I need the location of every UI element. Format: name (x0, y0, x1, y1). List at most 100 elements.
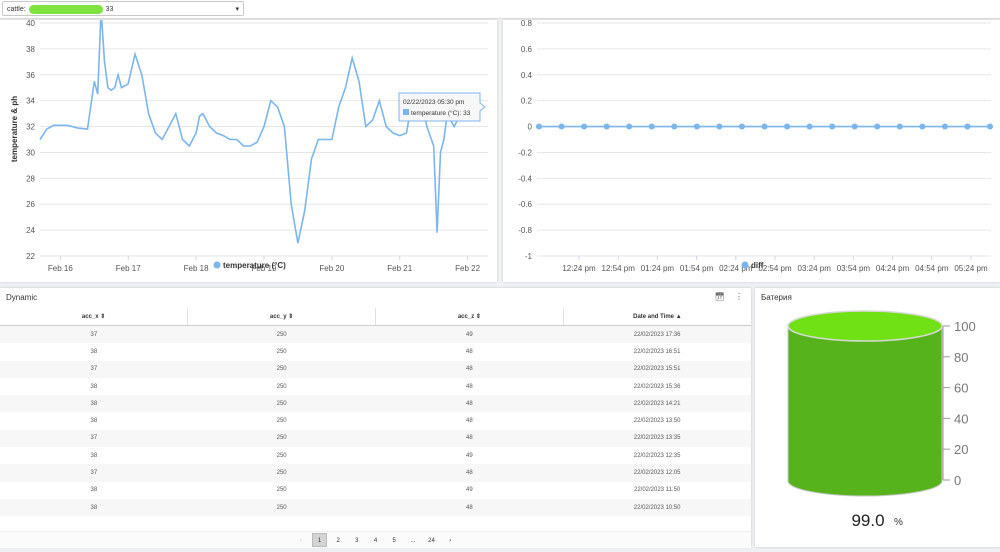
data-point[interactable] (851, 123, 858, 130)
battery-cylinder-gauge: 100 80 60 40 20 0 99.0 % (787, 310, 976, 530)
page-button[interactable]: 24 (428, 538, 435, 544)
y-tick-label: 28 (26, 174, 35, 183)
table-cell: 48 (375, 498, 564, 517)
x-tick-label: 02:24 pm (719, 264, 753, 273)
column-header-acc-x[interactable]: acc_x ⇕ (0, 308, 189, 326)
table-row[interactable]: 38 250 49 22/02/2023 12:35 (0, 447, 751, 465)
column-label: acc_z (457, 314, 475, 320)
next-page-button[interactable]: › (449, 538, 452, 544)
y-tick-label: 36 (26, 71, 35, 80)
data-point[interactable] (603, 123, 610, 130)
data-point[interactable] (693, 123, 700, 130)
data-point[interactable] (919, 123, 926, 130)
y-tick-label: 34 (26, 97, 35, 106)
cattle-select[interactable]: cattle: 33 ▾ (2, 1, 244, 16)
table-cell: 250 (187, 343, 376, 361)
data-point[interactable] (536, 123, 542, 130)
data-point[interactable] (558, 123, 565, 130)
tooltip-date: 02/22/2023 05:30 pm (403, 99, 464, 106)
page-button[interactable]: 3 (355, 538, 359, 544)
table-row[interactable]: 38 250 48 22/02/2023 10:50 (0, 498, 751, 517)
panel-toolbar: 📅︎ ⋮ (707, 292, 743, 301)
more-vert-icon[interactable]: ⋮ (735, 292, 743, 301)
x-tick-label: Feb 19 (252, 264, 277, 273)
table-row[interactable]: 38 250 48 22/02/2023 13:50 (0, 412, 751, 430)
table-cell: 250 (187, 481, 376, 499)
table-cell: 250 (187, 498, 376, 517)
data-point[interactable] (896, 123, 903, 130)
data-point[interactable] (874, 123, 881, 130)
table-cell: 38 (0, 377, 188, 396)
data-point[interactable] (829, 123, 836, 130)
page-button[interactable]: 1 (311, 533, 327, 547)
data-point[interactable] (671, 123, 678, 130)
page-button[interactable]: 2 (336, 538, 340, 544)
table-row[interactable]: 38 250 48 22/02/2023 16:51 (0, 343, 751, 361)
data-point[interactable] (806, 123, 813, 130)
data-point[interactable] (626, 123, 633, 130)
table-cell: 48 (375, 412, 564, 430)
tooltip-series-marker (403, 109, 409, 115)
data-point[interactable] (941, 123, 948, 130)
column-header-acc-z[interactable]: acc_z ⇕ (375, 308, 564, 326)
y-tick-label: 0.8 (521, 20, 533, 28)
legend-label: diff (751, 261, 764, 270)
cylinder-top (787, 310, 943, 342)
table-cell: 22/02/2023 15:36 (563, 377, 751, 396)
gauge-tick-label: 60 (954, 381, 968, 396)
column-header-date-time[interactable]: Date and Time ▲ (563, 308, 751, 326)
sort-icon: ⇕ (100, 314, 106, 320)
x-tick-label: Feb 18 (184, 264, 209, 273)
cattle-select-label: cattle: (7, 6, 26, 13)
chart-legend[interactable]: temperature (°C) (213, 261, 287, 270)
chart-legend[interactable]: diff (741, 261, 764, 270)
table-cell: 250 (187, 464, 376, 482)
data-point[interactable] (581, 123, 588, 130)
legend-label: temperature (°C) (223, 261, 286, 270)
table-row[interactable]: 37 250 48 22/02/2023 15:51 (0, 360, 751, 378)
table-cell: 250 (187, 429, 376, 448)
table-row[interactable]: 38 250 48 22/02/2023 15:36 (0, 377, 751, 396)
x-tick-label: 03:54 pm (837, 264, 871, 273)
table-cell: 49 (375, 481, 564, 499)
data-point[interactable] (716, 123, 723, 130)
y-axis-label: temperature & ph (10, 96, 19, 162)
table-cell: 22/02/2023 12:35 (563, 447, 751, 465)
column-header-acc-y[interactable]: acc_y ⇕ (187, 308, 376, 326)
table-cell: 22/02/2023 10:50 (563, 498, 751, 517)
gauge-unit: % (894, 517, 903, 528)
y-tick-label: -0.4 (518, 174, 532, 183)
x-tick-label: 01:54 pm (680, 264, 714, 273)
column-label: Date and Time (633, 313, 675, 320)
table-row[interactable]: 37 250 49 22/02/2023 17:36 (0, 325, 751, 344)
x-tick-label: 02:54 pm (758, 264, 792, 273)
data-point[interactable] (738, 123, 745, 130)
data-point[interactable] (987, 123, 993, 130)
x-tick-label: 04:24 pm (876, 264, 910, 273)
table-cell: 22/02/2023 15:51 (563, 360, 751, 378)
table-header-row: acc_x ⇕ acc_y ⇕ acc_z ⇕ Date and Time ▲ (0, 308, 751, 326)
column-label: acc_y (269, 314, 287, 320)
legend-marker (741, 261, 749, 269)
data-point[interactable] (761, 123, 768, 130)
table-row[interactable]: 37 250 48 22/02/2023 13:35 (0, 429, 751, 448)
table-row[interactable]: 37 250 48 22/02/2023 12:05 (0, 464, 751, 482)
table-row[interactable]: 38 250 48 22/02/2023 14:21 (0, 395, 751, 413)
table-cell: 48 (375, 429, 564, 448)
calendar-icon[interactable]: 📅︎ (714, 292, 725, 301)
data-point[interactable] (964, 123, 971, 130)
table-cell: 22/02/2023 14:21 (563, 395, 751, 413)
data-point[interactable] (648, 123, 655, 130)
page-button[interactable]: 5 (392, 538, 396, 544)
table-cell: 48 (375, 395, 564, 413)
dynamic-table-panel: Dynamic 📅︎ ⋮ acc_x ⇕ acc_y ⇕ acc_z ⇕ Dat… (0, 288, 751, 548)
page-button[interactable]: 4 (373, 538, 378, 544)
sort-asc-icon: ▲ (675, 313, 682, 320)
data-point[interactable] (784, 123, 791, 130)
table-cell: 38 (0, 481, 188, 499)
gauge-tick-label: 40 (954, 411, 968, 426)
table-cell: 22/02/2023 12:05 (563, 464, 751, 482)
prev-page-button[interactable]: ‹ (299, 538, 302, 544)
table-row[interactable]: 38 250 49 22/02/2023 11:50 (0, 481, 751, 499)
pagination: ‹ 1 2 3 4 5 ... 24 › (0, 531, 751, 548)
